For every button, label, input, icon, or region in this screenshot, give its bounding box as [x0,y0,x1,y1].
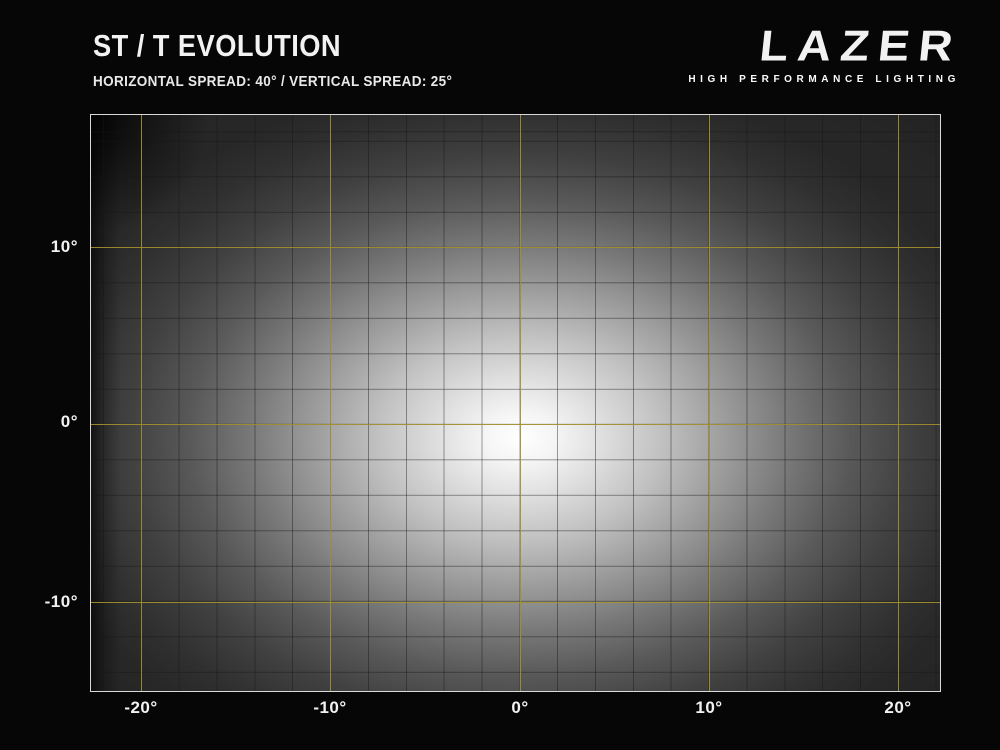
major-gridline-x-10 [709,115,710,691]
x-tick-label-10: 10° [695,698,723,717]
major-gridline-y-10 [91,247,940,248]
brand-logo: LAZER HIGH PERFORMANCE LIGHTING [688,18,964,85]
y-tick-label--10: -10° [44,592,78,611]
brand-tagline: HIGH PERFORMANCE LIGHTING [688,74,960,85]
major-gridline-x--20 [141,115,142,691]
y-tick-label-10: 10° [50,237,78,256]
page-subtitle: HORIZONTAL SPREAD: 40° / VERTICAL SPREAD… [93,73,453,90]
brand-wordmark: LAZER [757,21,965,70]
x-tick-label-20: 20° [884,698,912,717]
x-tick-label--10: -10° [313,698,347,717]
chart-header: ST / T EVOLUTION HORIZONTAL SPREAD: 40° … [93,28,492,90]
y-tick-label-0: 0° [60,412,78,431]
page-title: ST / T EVOLUTION [93,28,342,63]
x-tick-label--20: -20° [124,698,158,717]
major-gridline-x--10 [330,115,331,691]
major-gridline-x-20 [898,115,899,691]
beam-pattern-plot [90,114,941,692]
x-tick-label-0: 0° [511,698,529,717]
major-gridline-y-0 [91,424,940,425]
major-gridline-y--10 [91,602,940,603]
minor-gridlines [91,115,940,691]
major-gridline-x-0 [520,115,521,691]
